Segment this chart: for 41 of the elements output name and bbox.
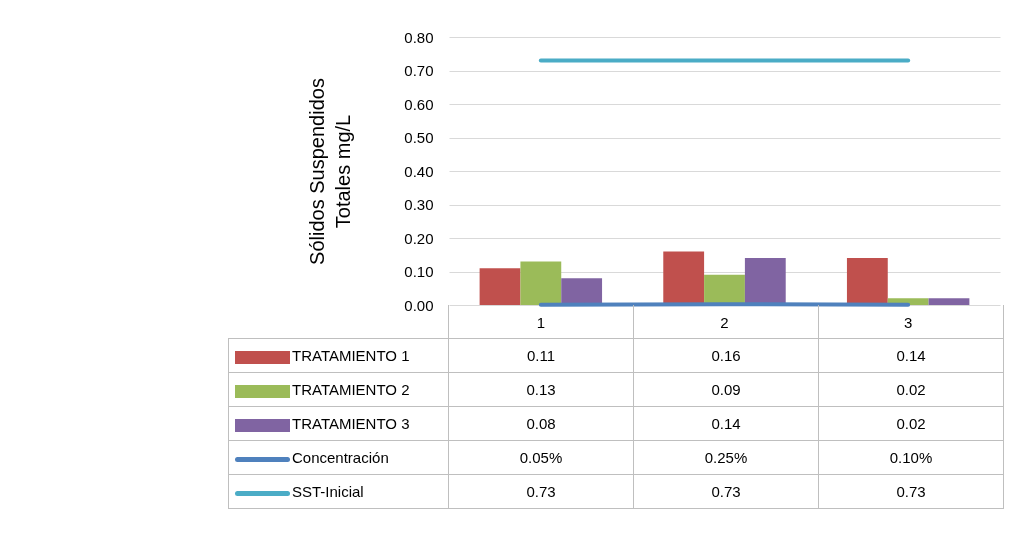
legend-label: TRATAMIENTO 2: [228, 372, 449, 407]
legend-label: TRATAMIENTO 3: [228, 406, 449, 441]
data-label: 0.11: [448, 338, 634, 373]
data-label: 0.02: [818, 406, 1004, 441]
x-tick-label: 3: [903, 313, 913, 331]
data-label: 0.16: [633, 338, 819, 373]
bar: [520, 261, 562, 305]
y-tick-label: 0.80: [404, 28, 434, 46]
y-tick-label: 0.50: [404, 129, 434, 146]
data-label: 0.08: [448, 406, 634, 441]
bar: [928, 298, 970, 305]
data-label: 0.14: [818, 338, 1004, 373]
legend-label: TRATAMIENTO 1: [228, 338, 449, 373]
data-label: 0.10%: [818, 440, 1004, 475]
data-label: 0.73: [818, 474, 1004, 509]
y-tick-label: 0.40: [404, 162, 434, 180]
data-label: 0.73: [633, 474, 819, 509]
bar: [663, 251, 705, 305]
y-axis-title: Sólidos Suspendidos Totales mg/L: [306, 78, 355, 265]
legend-label: SST-Inicial: [228, 474, 449, 509]
data-label: 0.73: [448, 474, 634, 509]
y-tick-label: 0.30: [404, 196, 434, 213]
data-label: 0.05%: [448, 440, 634, 475]
x-tick-label: 2: [720, 313, 729, 331]
bar: [561, 278, 603, 305]
y-tick-label: 0.20: [404, 229, 434, 247]
bar: [704, 274, 745, 305]
data-label: 0.02: [818, 372, 1004, 407]
data-label: 0.09: [633, 372, 819, 407]
x-tick-label: 1: [536, 313, 546, 331]
bar: [744, 258, 786, 305]
bar: [846, 258, 888, 305]
y-tick-label: 0.70: [404, 62, 434, 79]
y-tick-label: 0.60: [404, 95, 434, 113]
y-tick-label: 0.00: [404, 296, 434, 314]
y-tick-label: 0.10: [404, 263, 434, 280]
legend-label: Concentración: [228, 440, 449, 475]
data-label: 0.13: [448, 372, 634, 407]
data-label: 0.25%: [633, 440, 819, 475]
bar: [479, 268, 521, 305]
data-label: 0.14: [633, 406, 819, 441]
